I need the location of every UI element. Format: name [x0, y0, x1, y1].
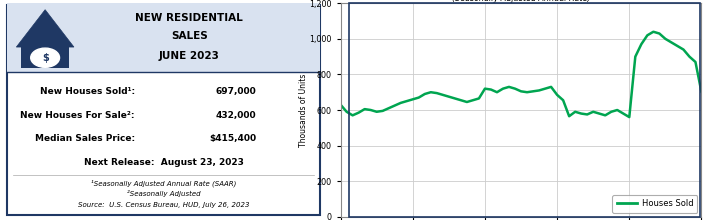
Text: $: $	[42, 53, 49, 63]
Text: Median Sales Price:: Median Sales Price:	[35, 134, 135, 143]
Text: 432,000: 432,000	[216, 111, 257, 120]
Legend: Houses Sold: Houses Sold	[613, 195, 697, 213]
FancyBboxPatch shape	[7, 3, 320, 72]
Text: Next Release:  August 23, 2023: Next Release: August 23, 2023	[84, 158, 243, 167]
Text: JUNE 2023: JUNE 2023	[159, 51, 219, 60]
Text: $415,400: $415,400	[209, 134, 257, 143]
FancyBboxPatch shape	[21, 46, 69, 68]
Text: Source:  U.S. Census Bureau, HUD, July 26, 2023: Source: U.S. Census Bureau, HUD, July 26…	[78, 202, 250, 208]
Text: (Seasonally Adjusted Annual Rate): (Seasonally Adjusted Annual Rate)	[452, 0, 590, 3]
Text: SALES: SALES	[171, 31, 207, 41]
Circle shape	[31, 48, 59, 67]
Text: New Houses Sold¹:: New Houses Sold¹:	[39, 87, 135, 96]
Text: NEW RESIDENTIAL: NEW RESIDENTIAL	[135, 13, 243, 23]
Polygon shape	[16, 10, 74, 47]
Text: ²Seasonally Adjusted: ²Seasonally Adjusted	[127, 190, 200, 197]
Text: New Houses For Sale²:: New Houses For Sale²:	[20, 111, 135, 120]
Title: New Residential Sales: New Residential Sales	[448, 0, 594, 3]
FancyBboxPatch shape	[7, 6, 320, 214]
Text: 697,000: 697,000	[216, 87, 257, 96]
Y-axis label: Thousands of Units: Thousands of Units	[299, 73, 307, 147]
Text: ¹Seasonally Adjusted Annual Rate (SAAR): ¹Seasonally Adjusted Annual Rate (SAAR)	[91, 179, 236, 187]
